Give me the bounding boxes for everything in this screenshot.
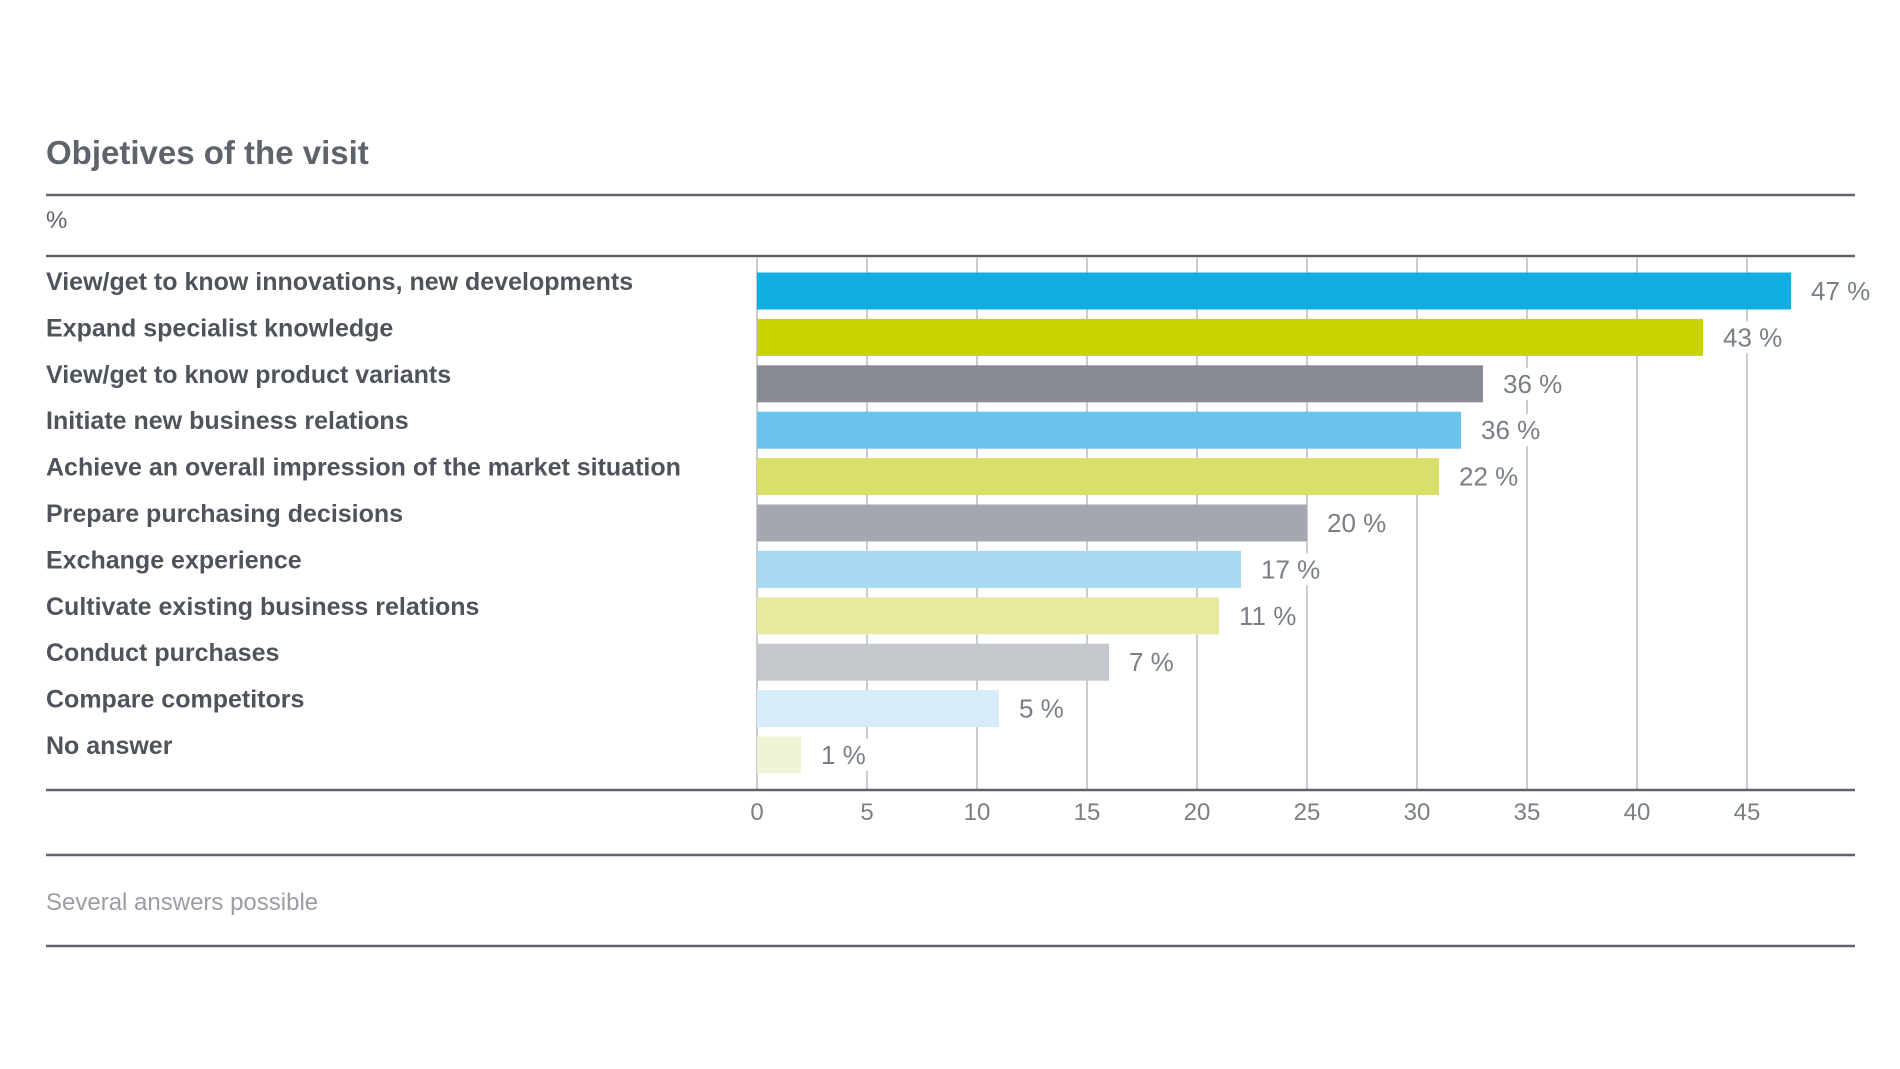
chart-title: Objetives of the visit xyxy=(46,134,369,171)
category-label: No answer xyxy=(46,732,173,760)
bar xyxy=(757,643,1109,681)
value-label-background xyxy=(1323,507,1387,539)
value-label-background xyxy=(817,739,881,771)
value-label: 20 % xyxy=(1327,508,1386,538)
category-label: Compare competitors xyxy=(46,686,304,714)
value-label-background xyxy=(1499,367,1563,400)
x-tick-label: 25 xyxy=(1294,799,1321,826)
bar xyxy=(757,318,1703,356)
value-label-background xyxy=(1719,321,1783,354)
category-label: Exchange experience xyxy=(46,546,302,574)
x-tick-label: 20 xyxy=(1184,799,1211,826)
bar xyxy=(757,597,1219,635)
x-tick-label: 30 xyxy=(1404,799,1431,826)
value-label: 5 % xyxy=(1019,694,1064,724)
footnote: Several answers possible xyxy=(46,889,318,916)
category-label: Expand specialist knowledge xyxy=(46,314,393,342)
bar xyxy=(757,365,1483,403)
category-labels: View/get to know innovations, new develo… xyxy=(46,268,681,760)
value-label: 7 % xyxy=(1129,647,1174,677)
bars xyxy=(757,272,1791,774)
value-label-background xyxy=(1477,414,1541,447)
bar xyxy=(757,504,1307,542)
x-tick-label: 40 xyxy=(1624,799,1651,826)
value-label: 22 % xyxy=(1459,462,1518,492)
x-tick-label: 45 xyxy=(1734,799,1761,826)
bar xyxy=(757,690,999,728)
value-label-background xyxy=(1125,646,1189,679)
unit-label: % xyxy=(46,207,67,234)
value-label-background xyxy=(1235,599,1299,632)
category-label: View/get to know product variants xyxy=(46,361,451,389)
value-labels: 47 % 43 % 36 % 36 % 22 % 20 %17 % 11 % 7 % 5 % 1 … xyxy=(817,275,1871,771)
value-label: 43 % xyxy=(1723,322,1782,352)
category-label: Initiate new business relations xyxy=(46,407,409,435)
bar xyxy=(757,411,1461,449)
value-label: 47 % xyxy=(1811,276,1870,306)
value-label-background xyxy=(1455,460,1519,493)
bar xyxy=(757,458,1439,496)
category-label: Achieve an overall impression of the mar… xyxy=(46,454,681,482)
value-label: 11 % xyxy=(1239,601,1296,631)
bar xyxy=(757,736,801,774)
value-label-background xyxy=(1807,275,1871,307)
x-tick-label: 5 xyxy=(860,799,873,826)
category-label: View/get to know innovations, new develo… xyxy=(46,268,633,296)
x-tick-label: 35 xyxy=(1514,799,1541,826)
value-label: 36 % xyxy=(1503,369,1562,399)
category-label: Prepare purchasing decisions xyxy=(46,500,403,528)
value-label-background xyxy=(1015,692,1079,725)
category-label: Cultivate existing business relations xyxy=(46,593,479,621)
x-tick-label: 10 xyxy=(964,799,991,826)
x-tick-label: 15 xyxy=(1074,799,1101,826)
bar xyxy=(757,550,1241,588)
value-label: 17 % xyxy=(1261,554,1320,584)
x-tick-label: 0 xyxy=(750,799,763,826)
bar xyxy=(757,272,1791,310)
value-label: 1 % xyxy=(821,740,866,770)
value-label: 36 % xyxy=(1481,415,1540,445)
x-axis-ticks: 0 5 10 15 20 25 30 35 40 45 xyxy=(750,799,1760,826)
category-label: Conduct purchases xyxy=(46,639,279,667)
value-label-background xyxy=(1257,553,1321,586)
